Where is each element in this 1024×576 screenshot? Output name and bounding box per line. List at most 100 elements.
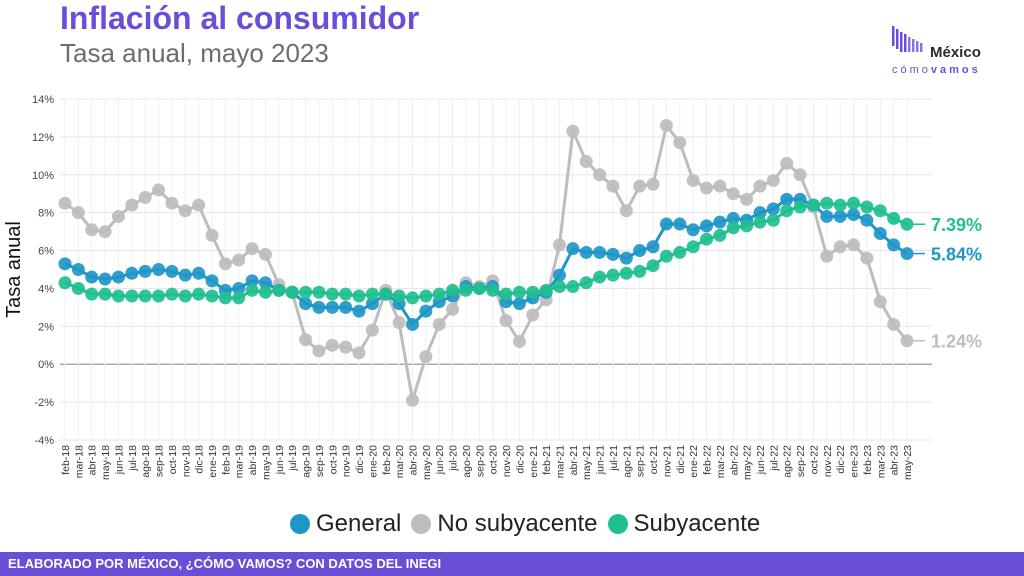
data-point-subyacente (58, 276, 72, 290)
data-point-no-subyacente (713, 179, 727, 193)
data-point-general (365, 297, 379, 311)
plot-area (60, 99, 932, 440)
data-point-subyacente (459, 283, 473, 297)
data-point-general (312, 300, 326, 314)
data-point-no-subyacente (365, 323, 379, 337)
data-point-subyacente (392, 289, 406, 303)
data-point-no-subyacente (673, 136, 687, 150)
series-line-no-subyacente (64, 124, 909, 402)
y-tick-label: 0% (38, 359, 54, 371)
y-axis-title: Tasa anual (3, 221, 25, 318)
end-label-no-subyacente: 1.24% (931, 332, 982, 352)
data-point-general (178, 268, 192, 282)
x-tick-label: ene-19 (207, 445, 219, 478)
data-point-general (820, 209, 834, 223)
x-tick-label: may-23 (902, 445, 914, 480)
x-tick-label: feb-20 (381, 445, 393, 475)
data-point-general (192, 266, 206, 280)
data-point-general (245, 274, 259, 288)
data-point-no-subyacente (499, 314, 513, 328)
x-tick-label: dic-18 (194, 445, 206, 474)
data-point-no-subyacente (419, 350, 433, 364)
data-point-subyacente (486, 283, 500, 297)
x-tick-label: dic-19 (354, 445, 366, 474)
data-point-subyacente (325, 287, 339, 301)
data-point-no-subyacente (245, 242, 259, 256)
data-point-subyacente (245, 283, 259, 297)
end-label-subyacente: 7.39% (931, 215, 982, 235)
x-tick-label: feb-22 (702, 445, 714, 475)
x-tick-label: abr-20 (407, 445, 419, 476)
footer-text: ELABORADO POR MÉXICO, ¿CÓMO VAMOS? CON D… (8, 556, 442, 571)
data-point-no-subyacente (165, 196, 179, 210)
data-point-no-subyacente (566, 124, 580, 138)
x-tick-label: ago-18 (140, 445, 152, 478)
data-point-general (726, 211, 740, 225)
legend-label-general: General (316, 510, 402, 537)
data-point-general (753, 206, 767, 220)
data-point-general (593, 245, 607, 259)
data-point-subyacente (138, 289, 152, 303)
y-tick-label: 4% (38, 283, 54, 295)
x-tick-label: may-21 (581, 445, 593, 480)
data-point-no-subyacente (726, 187, 740, 201)
data-point-general (780, 192, 794, 206)
x-tick-label: abr-18 (87, 445, 99, 476)
x-tick-label: ene-21 (528, 445, 540, 478)
x-tick-label: mar-18 (73, 445, 85, 478)
data-point-no-subyacente (847, 238, 861, 252)
x-tick-label: ago-19 (301, 445, 313, 478)
data-point-subyacente (365, 287, 379, 301)
data-point-subyacente (847, 196, 861, 210)
data-point-general (419, 304, 433, 318)
data-point-no-subyacente (312, 344, 326, 358)
legend-item-no-subyacente[interactable]: No subyacente (411, 510, 598, 538)
data-point-general (900, 247, 914, 261)
data-point-no-subyacente (192, 198, 206, 212)
data-point-no-subyacente (873, 295, 887, 309)
data-point-general (165, 264, 179, 278)
data-point-no-subyacente (512, 334, 526, 348)
x-tick-label: jun-22 (755, 445, 767, 475)
data-point-general (713, 215, 727, 229)
data-point-subyacente (178, 289, 192, 303)
legend-item-subyacente[interactable]: Subyacente (607, 510, 760, 538)
x-tick-label: may-19 (260, 445, 272, 480)
data-point-subyacente (125, 289, 139, 303)
data-point-subyacente (272, 283, 286, 297)
series-line-general (64, 197, 908, 326)
data-point-general (512, 297, 526, 311)
data-point-subyacente (432, 287, 446, 301)
x-tick-label: oct-21 (648, 445, 660, 474)
data-point-no-subyacente (111, 209, 125, 223)
x-tick-label: sep-22 (795, 445, 807, 477)
data-point-no-subyacente (579, 155, 593, 169)
data-point-general (860, 213, 874, 227)
data-point-general (352, 304, 366, 318)
data-point-subyacente (165, 287, 179, 301)
x-tick-label: sep-20 (474, 445, 486, 477)
data-point-subyacente (673, 245, 687, 259)
data-point-general (553, 268, 567, 282)
legend-item-general[interactable]: General (290, 510, 401, 538)
data-point-general (847, 208, 861, 222)
data-point-subyacente (405, 291, 419, 305)
x-tick-label: nov-20 (501, 445, 513, 477)
footer-bar: ELABORADO POR MÉXICO, ¿CÓMO VAMOS? CON D… (0, 552, 1024, 576)
data-point-no-subyacente (780, 156, 794, 170)
chart-legend: General No subyacente Subyacente (290, 508, 760, 540)
legend-swatch-subyacente (607, 514, 628, 534)
data-point-no-subyacente (218, 257, 232, 271)
data-point-no-subyacente (152, 183, 166, 197)
legend-swatch-general (290, 514, 310, 534)
x-tick-label: ene-23 (849, 445, 861, 478)
data-point-general (405, 317, 419, 331)
x-tick-label: sep-19 (314, 445, 326, 477)
data-point-subyacente (232, 291, 246, 305)
x-tick-label: oct-22 (808, 445, 820, 474)
data-point-subyacente (806, 198, 820, 212)
data-point-general (833, 209, 847, 223)
data-point-no-subyacente (740, 192, 754, 206)
data-point-no-subyacente (446, 302, 460, 316)
data-point-no-subyacente (71, 206, 85, 220)
